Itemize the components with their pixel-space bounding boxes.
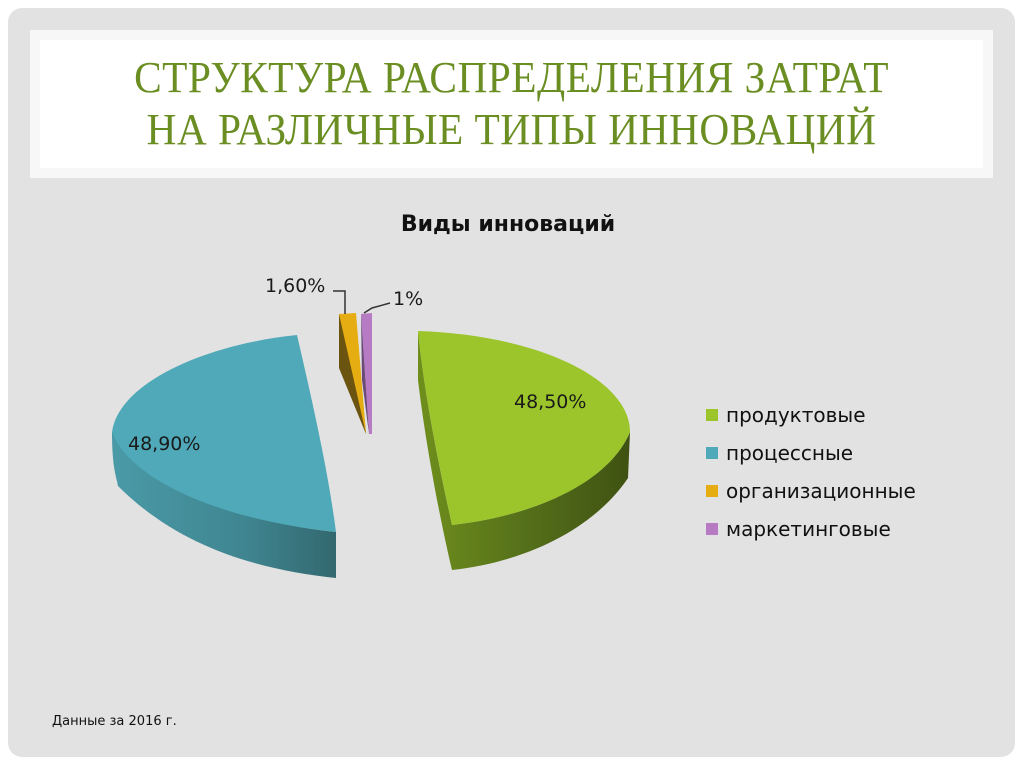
- data-label-produktovye: 48,50%: [514, 391, 587, 413]
- legend-label: процессные: [726, 441, 854, 465]
- title-box: СТРУКТУРА РАСПРЕДЕЛЕНИЯ ЗАТРАТ НА РАЗЛИЧ…: [30, 30, 993, 178]
- legend-item-produktovye: продуктовые: [706, 396, 916, 434]
- legend-swatch-green-icon: [706, 409, 718, 421]
- legend-item-processnye: процессные: [706, 434, 916, 472]
- chart-legend: продуктовые процессные организационные м…: [706, 396, 916, 548]
- title-inner: СТРУКТУРА РАСПРЕДЕЛЕНИЯ ЗАТРАТ НА РАЗЛИЧ…: [40, 40, 983, 168]
- footnote: Данные за 2016 г.: [52, 714, 177, 729]
- pie-slice-produktovye: [418, 331, 630, 570]
- legend-label: маркетинговые: [726, 517, 891, 541]
- chart-title: Виды инноваций: [400, 212, 616, 237]
- data-label-marketingovye: 1%: [393, 288, 424, 310]
- pie-slice-organizacionnye: [333, 290, 366, 434]
- legend-swatch-orange-icon: [706, 485, 718, 497]
- legend-item-organizacionnye: организационные: [706, 472, 916, 510]
- slide-title-line-1: СТРУКТУРА РАСПРЕДЕЛЕНИЯ ЗАТРАТ: [134, 53, 889, 102]
- data-label-organizacionnye: 1,60%: [265, 275, 326, 297]
- legend-label: организационные: [726, 479, 916, 503]
- legend-swatch-teal-icon: [706, 447, 718, 459]
- legend-label: продуктовые: [726, 403, 866, 427]
- data-label-processnye: 48,90%: [128, 433, 201, 455]
- pie-slice-marketingovye: [361, 302, 391, 434]
- slide-title: СТРУКТУРА РАСПРЕДЕЛЕНИЯ ЗАТРАТ НА РАЗЛИЧ…: [134, 52, 889, 156]
- legend-swatch-purple-icon: [706, 523, 718, 535]
- slide-title-line-2: НА РАЗЛИЧНЫЕ ТИПЫ ИННОВАЦИЙ: [146, 105, 877, 154]
- pie-slice-processnye: [112, 335, 336, 578]
- legend-item-marketingovye: маркетинговые: [706, 510, 916, 548]
